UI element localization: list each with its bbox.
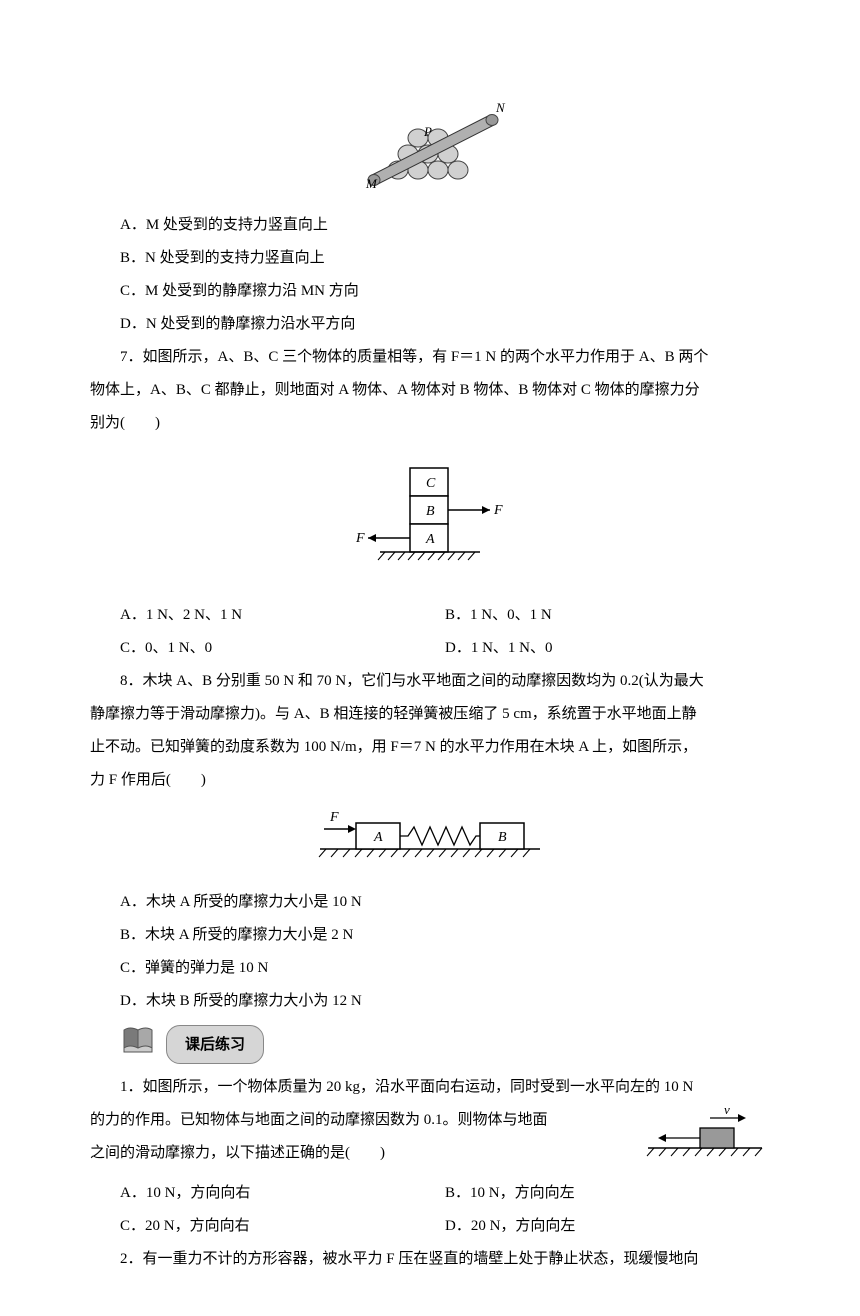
- q6-figure: M N P: [90, 88, 770, 201]
- q6-option-A: A．M 处受到的支持力竖直向上: [90, 209, 770, 242]
- q8-option-D: D．木块 B 所受的摩擦力大小为 12 N: [90, 985, 770, 1018]
- p2-stem-1: 2．有一重力不计的方形容器，被水平力 F 压在竖直的墙壁上处于静止状态，现缓慢地…: [90, 1243, 770, 1276]
- q7-stem-2: 物体上，A、B、C 都静止，则地面对 A 物体、A 物体对 B 物体、B 物体对…: [90, 374, 770, 407]
- q7-stem-1: 7．如图所示，A、B、C 三个物体的质量相等，有 F＝1 N 的两个水平力作用于…: [90, 341, 770, 374]
- label-M: M: [365, 176, 378, 188]
- q7-figure: C B A F F: [90, 448, 770, 591]
- q8-stem-2: 静摩擦力等于滑动摩擦力)。与 A、B 相连接的轻弹簧被压缩了 5 cm，系统置于…: [90, 698, 770, 731]
- q8-option-B: B．木块 A 所受的摩擦力大小是 2 N: [90, 919, 770, 952]
- q8-figure: A B F: [90, 805, 770, 878]
- p1-option-A: A．10 N，方向向右: [120, 1177, 445, 1210]
- q8-stem-4: 力 F 作用后( ): [90, 764, 770, 797]
- p1-figure: v: [640, 1104, 770, 1177]
- label-P: P: [423, 124, 432, 139]
- p1-option-B: B．10 N，方向向左: [445, 1177, 770, 1210]
- section-label: 课后练习: [166, 1025, 264, 1064]
- p1-option-C: C．20 N，方向向右: [120, 1210, 445, 1243]
- q7-option-C: C．0、1 N、0: [120, 632, 445, 665]
- svg-text:B: B: [498, 830, 507, 845]
- p1-options-row2: C．20 N，方向向右 D．20 N，方向向左: [90, 1210, 770, 1243]
- q7-option-D: D．1 N、1 N、0: [445, 632, 770, 665]
- p1-stem-1: 1．如图所示，一个物体质量为 20 kg，沿水平面向右运动，同时受到一水平向左的…: [90, 1071, 770, 1104]
- q6-option-B: B．N 处受到的支持力竖直向上: [90, 242, 770, 275]
- p1-option-D: D．20 N，方向向左: [445, 1210, 770, 1243]
- svg-text:A: A: [425, 532, 435, 547]
- q8-stem-3: 止不动。已知弹簧的劲度系数为 100 N/m，用 F＝7 N 的水平力作用在木块…: [90, 731, 770, 764]
- svg-text:v: v: [724, 1104, 730, 1117]
- svg-text:F: F: [329, 810, 339, 825]
- section-header: 课后练习: [120, 1022, 770, 1067]
- q6-option-C: C．M 处受到的静摩擦力沿 MN 方向: [90, 275, 770, 308]
- svg-text:F: F: [493, 503, 503, 518]
- q7-option-B: B．1 N、0、1 N: [445, 599, 770, 632]
- q7-stem-3: 别为( ): [90, 407, 770, 440]
- svg-text:B: B: [426, 504, 435, 519]
- svg-text:F: F: [355, 531, 365, 546]
- q7-options-row2: C．0、1 N、0 D．1 N、1 N、0: [90, 632, 770, 665]
- q6-option-D: D．N 处受到的静摩擦力沿水平方向: [90, 308, 770, 341]
- svg-text:C: C: [426, 476, 436, 491]
- label-N: N: [495, 100, 506, 115]
- q8-option-A: A．木块 A 所受的摩擦力大小是 10 N: [90, 886, 770, 919]
- q8-option-C: C．弹簧的弹力是 10 N: [90, 952, 770, 985]
- q7-option-A: A．1 N、2 N、1 N: [120, 599, 445, 632]
- q8-stem-1: 8．木块 A、B 分别重 50 N 和 70 N，它们与水平地面之间的动摩擦因数…: [90, 665, 770, 698]
- svg-text:A: A: [373, 830, 383, 845]
- q7-options-row1: A．1 N、2 N、1 N B．1 N、0、1 N: [90, 599, 770, 632]
- book-icon: [120, 1022, 156, 1067]
- p1-options-row1: A．10 N，方向向右 B．10 N，方向向左: [90, 1177, 770, 1210]
